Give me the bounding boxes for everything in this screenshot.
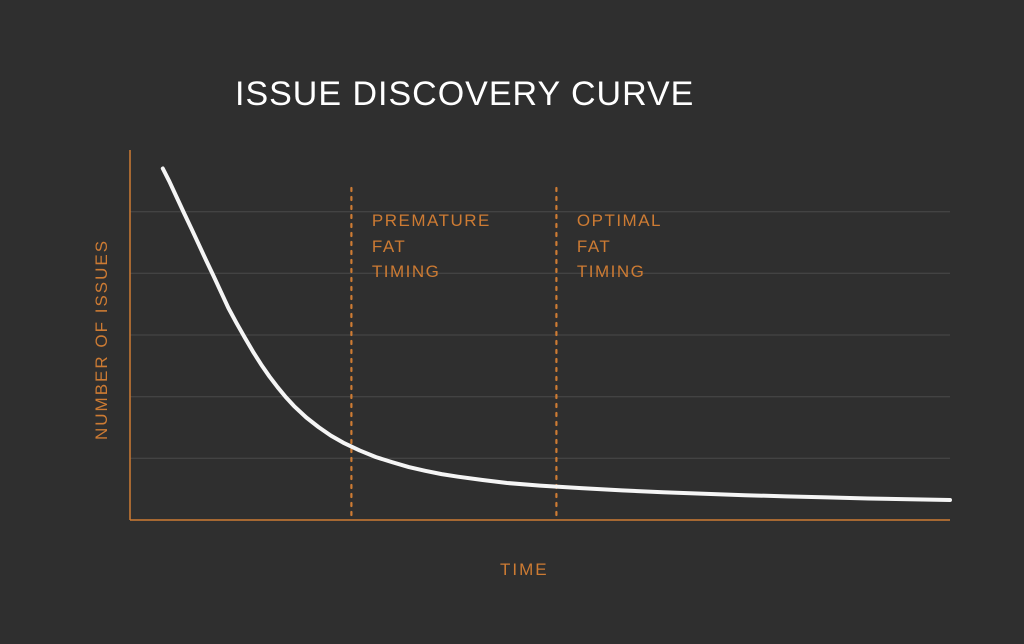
chart-stage: ISSUE DISCOVERY CURVE NUMBER OF ISSUES T… — [0, 0, 1024, 644]
y-axis-label: NUMBER OF ISSUES — [92, 239, 112, 440]
annotation-optimal: OPTIMAL FAT TIMING — [577, 208, 662, 285]
x-axis-label: TIME — [500, 560, 549, 580]
chart-svg — [0, 0, 1024, 644]
annotation-premature: PREMATURE FAT TIMING — [372, 208, 491, 285]
grid-lines — [130, 212, 950, 458]
